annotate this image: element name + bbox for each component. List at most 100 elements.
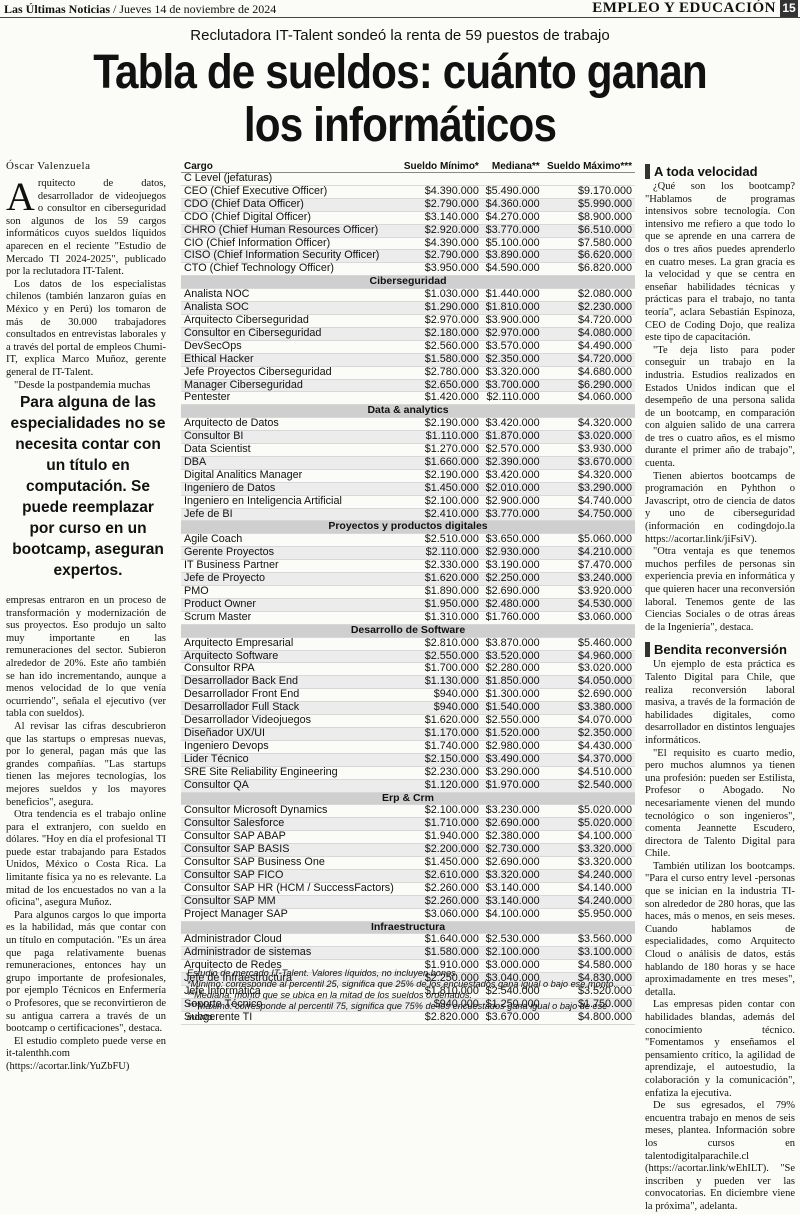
cell-mediana: $2.480.000: [481, 598, 543, 612]
cell-cargo: CTO (Chief Technology Officer): [181, 262, 400, 277]
cell-mediana: $3.320.000: [481, 366, 543, 380]
cell-maximo: $2.690.000: [542, 688, 635, 703]
cell-cargo: Jefe de Proyecto: [181, 572, 400, 586]
cell-maximo: $4.370.000: [542, 753, 635, 767]
cell-minimo: $940.000: [399, 998, 482, 1012]
kicker: Reclutadora IT-Talent sondeó la renta de…: [190, 27, 610, 44]
header-cargo: Cargo: [181, 160, 400, 173]
table-row: Consultor RPA $1.700.000 $2.280.000 $3.020.…: [181, 663, 635, 677]
cell-cargo: Consultor QA: [181, 779, 400, 793]
cell-minimo: $1.620.000: [399, 714, 482, 728]
cell-minimo: $1.640.000: [399, 934, 482, 948]
cell-maximo: $3.320.000: [542, 843, 635, 858]
cell-minimo: $1.740.000: [399, 740, 482, 754]
cell-minimo: $1.450.000: [399, 482, 482, 496]
table-group-row: Infraestructura: [181, 921, 635, 935]
group-title: Erp & Crm: [181, 792, 635, 806]
cell-mediana: $1.440.000: [481, 288, 543, 303]
cell-cargo: Desarrollador Back End: [181, 675, 400, 690]
cell-cargo: Consultor SAP ABAP: [181, 830, 400, 845]
table-row: Consultor SAP FICO $2.610.000 $3.320.000 $4…: [181, 869, 635, 883]
paragraph: "Te deja listo para poder conseguir un t…: [645, 344, 795, 470]
cell-maximo: $4.530.000: [542, 598, 635, 612]
cell-mediana: $1.850.000: [481, 675, 543, 690]
cell-mediana: $4.270.000: [481, 211, 543, 225]
table-row: Consultor BI $1.110.000 $1.870.000 $3.020.0…: [181, 430, 635, 445]
cell-maximo: $7.470.000: [542, 559, 635, 574]
cell-minimo: $2.790.000: [399, 250, 482, 264]
cell-maximo: $4.960.000: [542, 650, 635, 664]
cell-cargo: Consultor SAP FICO: [181, 869, 400, 883]
cell-cargo: Desarrollador Front End: [181, 688, 400, 703]
cell-mediana: $2.690.000: [481, 856, 543, 870]
table-note: **Mediana: monto que se ubica en la mita…: [187, 990, 472, 1000]
cell-minimo: $1.130.000: [399, 675, 482, 690]
cell-mediana: $2.530.000: [481, 934, 543, 948]
cell-maximo: $7.580.000: [542, 237, 635, 251]
cell-mediana: $2.280.000: [481, 663, 543, 677]
cell-mediana: $5.100.000: [481, 237, 543, 251]
cell-minimo: $4.390.000: [399, 237, 482, 251]
cell-mediana: $3.570.000: [481, 340, 543, 354]
paragraph: De sus egresados, el 79% encuentra traba…: [645, 1100, 795, 1212]
cell-cargo: DBA: [181, 456, 400, 470]
cell-cargo: Consultor BI: [181, 430, 400, 445]
cell-mediana: $2.550.000: [481, 714, 543, 728]
cell-cargo: SRE Site Reliability Engineering: [181, 766, 400, 780]
cell-minimo: $3.060.000: [399, 908, 482, 922]
cell-minimo: $2.330.000: [399, 559, 482, 574]
cell-maximo: $4.320.000: [542, 469, 635, 483]
cell-mediana: $3.700.000: [481, 379, 543, 393]
cell-minimo: $2.790.000: [399, 198, 482, 212]
cell-mediana: $4.100.000: [481, 908, 543, 922]
cell-mediana: $1.970.000: [481, 779, 543, 793]
table-note: ***Máximo: corresponde al percentil 75, …: [187, 1001, 608, 1022]
cell-cargo: Consultor SAP Business One: [181, 856, 400, 870]
cell-cargo: Analista NOC: [181, 288, 400, 303]
cell-minimo: $2.410.000: [399, 508, 482, 522]
cell-cargo: Jefe Proyectos Ciberseguridad: [181, 366, 400, 380]
table-group-row: Proyectos y productos digitales: [181, 521, 635, 535]
cell-cargo: Jefe Informática: [181, 985, 400, 999]
cell-maximo: $4.060.000: [542, 391, 635, 406]
cell-cargo: Analista SOC: [181, 301, 400, 315]
table-row: Consultor en Ciberseguridad $2.180.000 $2.…: [181, 327, 635, 341]
cell-minimo: $1.810.000: [399, 985, 482, 999]
cell-mediana: $2.980.000: [481, 740, 543, 754]
cell-maximo: $6.620.000: [542, 250, 635, 264]
cell-mediana: $1.520.000: [481, 727, 543, 741]
cell-maximo: $4.680.000: [542, 366, 635, 380]
table-row: Desarrollador Front End $940.000 $1.300.00…: [181, 688, 635, 703]
cell-maximo: $3.290.000: [542, 482, 635, 496]
masthead: Las Últimas Noticias / Jueves 14 de novi…: [0, 0, 800, 18]
cell-cargo: Diseñador UX/UI: [181, 727, 400, 741]
cell-maximo: $3.380.000: [542, 701, 635, 716]
cell-minimo: $2.190.000: [399, 417, 482, 432]
table-row: Scrum Master $1.310.000 $1.760.000 $3.060.0…: [181, 611, 635, 625]
cell-maximo: $3.100.000: [542, 946, 635, 961]
cell-cargo: Digital Analitics Manager: [181, 469, 400, 483]
table-row: Consultor Microsoft Dynamics $2.100.000 $3…: [181, 804, 635, 819]
cell-minimo: $2.780.000: [399, 366, 482, 380]
cell-maximo: $4.100.000: [542, 830, 635, 845]
paragraph: Las empresas piden contar con habilidade…: [645, 999, 795, 1099]
cell-mediana: $3.000.000: [481, 959, 543, 974]
cell-maximo: $3.670.000: [542, 456, 635, 470]
cell-minimo: $2.610.000: [399, 869, 482, 883]
table-row: PMO $1.890.000 $2.690.000 $3.920.000: [181, 585, 635, 599]
cell-cargo: CEO (Chief Executive Officer): [181, 185, 400, 199]
paragraph: empresas entraron en un proceso de trans…: [6, 595, 166, 720]
cell-minimo: $1.030.000: [399, 288, 482, 303]
cell-maximo: $2.350.000: [542, 727, 635, 741]
cell-minimo: $1.580.000: [399, 353, 482, 367]
table-row: Analista SOC $1.290.000 $1.810.000 $2.230.0…: [181, 301, 635, 315]
cell-minimo: $1.170.000: [399, 727, 482, 741]
cell-minimo: $1.710.000: [399, 817, 482, 832]
cell-cargo: Ethical Hacker: [181, 353, 400, 367]
group-title: Data & analytics: [181, 404, 635, 419]
subhead-a-toda-velocidad: A toda velocidad: [645, 164, 795, 179]
cell-mediana: $3.290.000: [481, 766, 543, 780]
cell-minimo: $1.910.000: [399, 959, 482, 974]
table-row: Jefe Informática $1.810.000 $2.540.000 $3.5…: [181, 985, 635, 999]
